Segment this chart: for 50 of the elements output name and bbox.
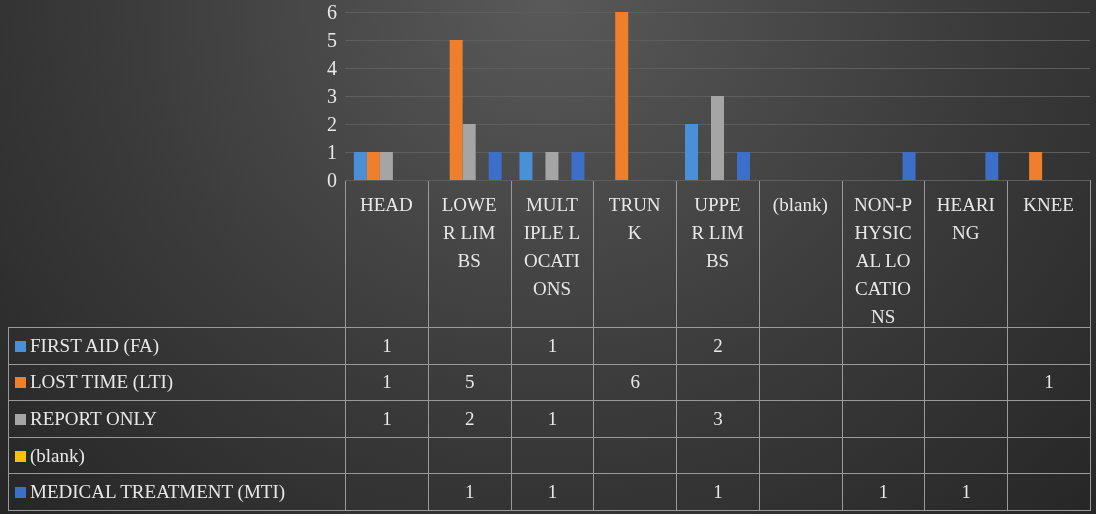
- legend-label: MEDICAL TREATMENT (MTI): [30, 481, 286, 503]
- data-label: 1: [842, 473, 925, 511]
- y-tick-label: 4: [327, 57, 337, 79]
- data-label: 1: [676, 473, 760, 511]
- bar: [685, 124, 698, 180]
- x-tick-label: (blank): [772, 193, 828, 216]
- data-label: 1: [428, 473, 512, 511]
- bar: [902, 152, 916, 180]
- legend-label: LOST TIME (LTI): [30, 371, 174, 393]
- data-label: 2: [428, 400, 512, 438]
- data-label: 1: [924, 473, 1008, 511]
- data-label: 5: [428, 364, 512, 401]
- bar: [519, 152, 533, 180]
- x-tick-label: UPPER LIMBS: [691, 193, 744, 271]
- y-tick-label: 6: [327, 1, 337, 23]
- data-label: 1: [511, 327, 594, 365]
- data-label: 1: [1007, 364, 1091, 401]
- x-tick-label: KNEE: [1023, 193, 1074, 215]
- x-tick-label: LOWER LIMBS: [441, 193, 497, 271]
- bar: [545, 152, 559, 180]
- x-tick-label: MULTIPLE LOCATIONS: [523, 193, 581, 299]
- bar: [985, 152, 999, 180]
- data-label: 6: [593, 364, 677, 401]
- y-tick-label: 1: [327, 141, 337, 163]
- x-tick-label: HEAD: [360, 193, 413, 215]
- bar: [353, 152, 367, 180]
- legend-label: FIRST AID (FA): [30, 334, 160, 356]
- x-tick-label: HEARING: [936, 193, 995, 243]
- bar: [449, 40, 463, 180]
- data-label: 1: [511, 473, 594, 511]
- y-tick-label: 0: [327, 169, 337, 191]
- bar: [571, 152, 585, 180]
- y-tick-label: 5: [327, 29, 337, 51]
- bar: [615, 12, 629, 180]
- data-label: 1: [511, 400, 594, 438]
- legend-label: REPORT ONLY: [30, 407, 157, 429]
- bar: [462, 124, 476, 180]
- bar: [737, 152, 750, 180]
- bar: [366, 152, 380, 180]
- data-label: 3: [676, 400, 760, 438]
- data-label: 2: [676, 327, 760, 365]
- legend-label: (blank): [30, 444, 85, 466]
- bar: [379, 152, 393, 180]
- bar: [1029, 152, 1043, 180]
- bar: [488, 152, 502, 180]
- bar: [711, 96, 724, 180]
- x-tick-label: TRUNK: [608, 193, 661, 243]
- y-tick-label: 3: [327, 85, 337, 107]
- x-tick-label: NON-PHYSICAL LOCATIONS: [854, 193, 913, 327]
- y-tick-label: 2: [327, 113, 337, 135]
